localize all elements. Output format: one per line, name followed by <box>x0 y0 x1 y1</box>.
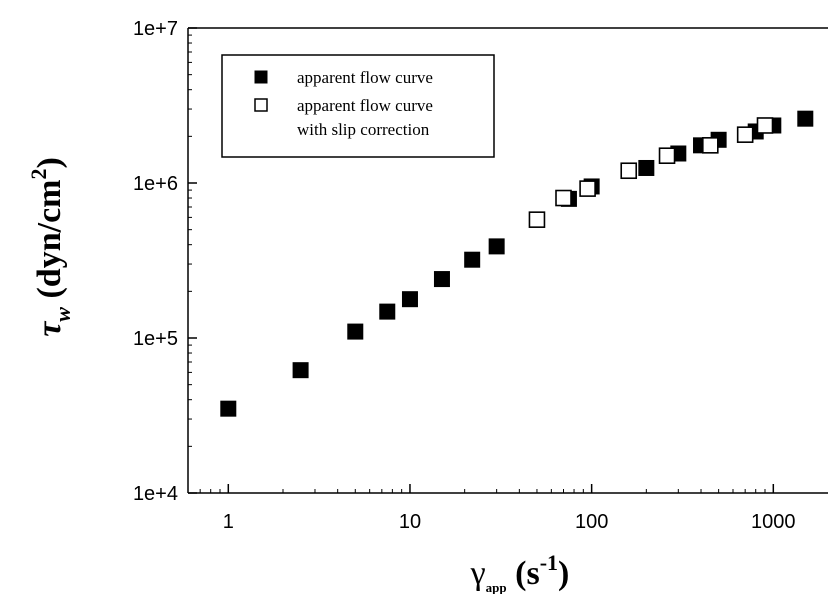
data-point-apparent <box>401 291 418 308</box>
y-axis-unit-close: ) <box>31 157 68 168</box>
x-axis-unit-close: ) <box>558 555 569 592</box>
legend-label-apparent: apparent flow curve <box>297 68 433 87</box>
x-axis-symbol: γ <box>470 555 486 592</box>
x-tick-label: 100 <box>575 511 608 533</box>
data-point-apparent <box>433 271 450 288</box>
data-point-apparent <box>220 400 237 417</box>
data-point-slip-corrected <box>528 211 546 228</box>
y-axis-unit: (dyn/cm <box>31 180 68 308</box>
data-point-apparent <box>797 110 814 127</box>
x-axis-unit-sup: -1 <box>540 550 558 575</box>
data-point-apparent <box>638 159 655 176</box>
x-axis-subscript: app <box>486 580 507 594</box>
y-axis-subscript: w <box>50 307 75 322</box>
data-point-apparent <box>292 362 309 379</box>
x-axis-label: γapp (s-1) <box>470 550 570 594</box>
y-tick-label: 1e+7 <box>133 18 178 40</box>
axis-ticks: 1e+4 1e+5 1e+6 1e+7 1 10 100 1000 <box>133 18 796 533</box>
data-point-apparent <box>464 251 481 268</box>
y-axis-label: τw (dyn/cm2) <box>26 157 75 337</box>
data-point-slip-corrected <box>702 137 719 154</box>
data-point-apparent <box>488 238 505 255</box>
plot-frame <box>187 27 828 494</box>
y-tick-label: 1e+5 <box>133 328 178 350</box>
y-tick-label: 1e+6 <box>133 173 178 195</box>
legend-label-slip-line1: apparent flow curve <box>297 96 433 115</box>
x-axis-unit: (s <box>507 555 540 592</box>
legend-open-square-icon <box>254 98 268 112</box>
data-point-slip-corrected <box>555 189 572 207</box>
data-point-slip-corrected <box>658 147 676 165</box>
data-points <box>220 110 814 417</box>
data-point-apparent <box>379 303 396 320</box>
y-axis-symbol: τ <box>31 321 68 337</box>
data-point-slip-corrected <box>620 162 638 180</box>
x-tick-label: 1000 <box>751 511 796 533</box>
x-tick-label: 10 <box>399 511 421 533</box>
data-point-slip-corrected <box>579 180 596 197</box>
legend-filled-square-icon <box>254 70 268 84</box>
data-point-slip-corrected <box>736 126 754 143</box>
legend: apparent flow curve apparent flow curve … <box>221 54 495 158</box>
x-tick-label: 1 <box>223 511 234 533</box>
data-point-apparent <box>347 323 364 340</box>
legend-label-slip-line2: with slip correction <box>297 120 430 139</box>
data-point-slip-corrected <box>756 117 774 134</box>
y-tick-label: 1e+4 <box>133 483 178 505</box>
y-axis-unit-sup: 2 <box>26 169 51 180</box>
